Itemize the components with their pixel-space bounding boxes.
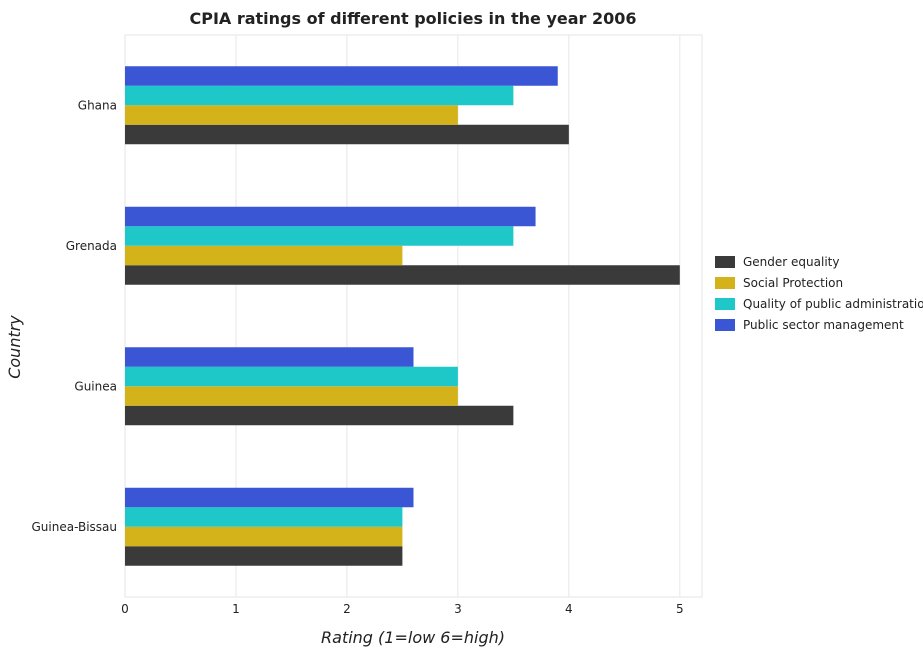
y-tick-label: Ghana: [78, 98, 117, 112]
chart-title: CPIA ratings of different policies in th…: [189, 9, 636, 28]
y-tick-labels: Ghana Grenada Guinea Guinea-Bissau: [31, 98, 117, 534]
bar-gender-equality-grenada: [125, 265, 680, 285]
bar-social-protection-ghana: [125, 105, 458, 125]
bar-public-sector-management-guinea: [125, 347, 414, 367]
bar-public-sector-management-guinea-bissau: [125, 487, 414, 508]
x-tick-label: 1: [232, 602, 240, 616]
legend-swatch: [715, 298, 735, 310]
bar-quality-of-public-administration-grenada: [125, 226, 514, 246]
legend-swatch: [715, 319, 735, 331]
bar-quality-of-public-administration-ghana: [125, 85, 514, 106]
bars: [125, 66, 680, 566]
x-tick-label: 2: [343, 602, 351, 616]
x-tick-label: 3: [454, 602, 462, 616]
legend-label: Quality of public administration: [743, 297, 923, 311]
y-tick-label: Guinea: [74, 379, 117, 393]
x-tick-label: 0: [121, 602, 129, 616]
legend-label: Gender equality: [743, 255, 839, 269]
bar-gender-equality-guinea-bissau: [125, 546, 403, 566]
legend-swatch: [715, 256, 735, 268]
x-tick-label: 5: [676, 602, 684, 616]
y-tick-label: Guinea-Bissau: [31, 520, 117, 534]
plot-frame: [124, 34, 703, 598]
y-tick-label: Grenada: [66, 239, 117, 253]
legend-swatch: [715, 277, 735, 289]
x-axis-label: Rating (1=low 6=high): [321, 628, 505, 647]
bar-public-sector-management-ghana: [125, 66, 558, 86]
bar-social-protection-guinea-bissau: [125, 526, 403, 547]
x-tick-labels: 0 1 2 3 4 5: [121, 602, 683, 616]
bar-public-sector-management-grenada: [125, 206, 536, 227]
legend-label: Social Protection: [743, 276, 843, 290]
x-tick-label: 4: [565, 602, 573, 616]
bar-social-protection-guinea: [125, 386, 458, 406]
legend-label: Public sector management: [743, 318, 904, 332]
bar-gender-equality-ghana: [125, 124, 569, 145]
bar-gender-equality-guinea: [125, 405, 514, 426]
bar-social-protection-grenada: [125, 245, 403, 266]
bar-quality-of-public-administration-guinea-bissau: [125, 507, 403, 527]
legend: Gender equality Social Protection Quality …: [715, 255, 923, 332]
bar-quality-of-public-administration-guinea: [125, 366, 458, 387]
y-axis-label: Country: [5, 315, 24, 379]
